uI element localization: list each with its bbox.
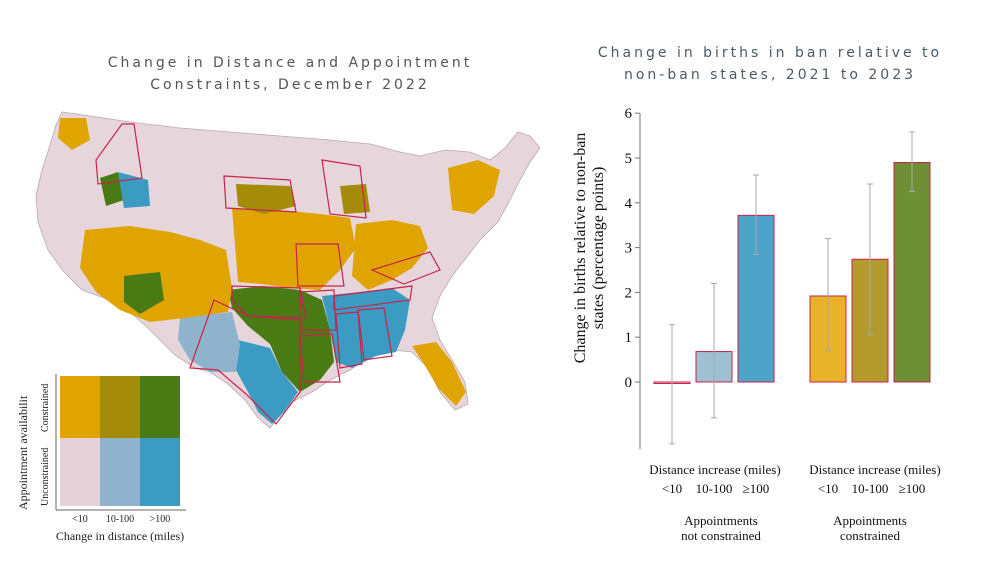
bar-chart: Change in births relative to non-ban sta… — [572, 106, 941, 543]
chart-title-line1: Change in births in ban relative to — [597, 45, 943, 61]
y-tick-label-1: 1 — [625, 330, 633, 346]
y-axis: 0 1 2 3 4 5 6 — [625, 106, 641, 450]
category-label-g1-1: <10 — [662, 481, 682, 496]
bar-g2-3 — [893, 161, 931, 383]
legend-cell-unconstrained-gt100 — [140, 438, 180, 506]
map-regions — [58, 118, 500, 424]
group-labels: Distance increase (miles) Appointments n… — [649, 462, 940, 543]
legend-row-bottom-label: Unconstrained — [40, 448, 51, 506]
y-tick-label-0: 0 — [625, 375, 633, 391]
group2-distance-label: Distance increase (miles) — [809, 462, 940, 477]
region-az-green — [124, 272, 164, 314]
legend-cell-constrained-gt100 — [140, 376, 180, 438]
region-utah-blue — [118, 172, 150, 208]
y-tick-label-5: 5 — [625, 151, 633, 167]
map-title-line2: Constraints, December 2022 — [150, 77, 430, 93]
legend-cell-unconstrained-lt10 — [60, 438, 100, 506]
category-label-g2-3: ≥100 — [899, 481, 926, 496]
y-axis-label-line2: states (percentage points) — [590, 167, 607, 330]
region-plains-yellow — [232, 208, 356, 290]
border-arkansas — [299, 289, 337, 331]
map-title-line1: Change in Distance and Appointment — [107, 55, 473, 71]
group2-appointment-line2: constrained — [840, 528, 900, 543]
map-title: Change in Distance and Appointment Const… — [70, 52, 510, 96]
border-texas — [189, 299, 301, 425]
us-map: Appointment availabilit Constrained Unco… — [16, 111, 541, 543]
border-alabama — [357, 307, 393, 361]
chart-title: Change in births in ban relative to non-… — [560, 42, 980, 86]
border-missouri — [295, 243, 345, 287]
y-tick-label-2: 2 — [625, 285, 633, 301]
border-wisconsin — [321, 159, 367, 219]
chart-title-line2: non-ban states, 2021 to 2023 — [623, 67, 917, 83]
legend-cell-constrained-lt10 — [60, 376, 100, 438]
region-midwest-yellow — [352, 220, 428, 290]
border-tennessee — [333, 285, 413, 311]
border-kentucky-wv — [370, 251, 441, 285]
legend-col-label-1: <10 — [72, 514, 88, 525]
border-south-dakota — [223, 175, 297, 213]
legend-col-label-2: 10-100 — [106, 514, 134, 525]
group1-distance-label: Distance increase (miles) — [649, 462, 780, 477]
category-label-g2-2: 10-100 — [852, 481, 889, 496]
region-utah-green — [100, 172, 124, 206]
group2-appointment-line1: Appointments — [833, 513, 907, 528]
region-southeast-blue — [322, 288, 410, 368]
legend-cell-unconstrained-10-100 — [100, 438, 140, 506]
y-tick-label-4: 4 — [625, 196, 633, 212]
legend-cell-constrained-10-100 — [100, 376, 140, 438]
border-oklahoma — [231, 285, 307, 319]
border-mississippi — [335, 311, 363, 369]
region-texas-blue — [236, 340, 298, 424]
category-label-g1-3: ≥100 — [743, 481, 770, 496]
ban-state-borders — [95, 123, 441, 425]
y-tick-label-3: 3 — [625, 241, 633, 257]
region-south-central-green — [228, 286, 334, 392]
y-tick-label-6: 6 — [625, 106, 633, 122]
legend-x-label: Change in distance (miles) — [56, 529, 184, 543]
group1-appointment-line2: not constrained — [681, 528, 761, 543]
group1-appointment-line1: Appointments — [684, 513, 758, 528]
region-florida-yellow — [412, 342, 466, 406]
border-idaho — [95, 123, 143, 185]
legend-row-top-label: Constrained — [40, 384, 51, 432]
legend-col-label-3: >100 — [150, 514, 171, 525]
region-nw-yellow — [58, 118, 90, 150]
region-mountain-olive — [236, 184, 296, 214]
border-louisiana — [299, 333, 341, 383]
category-label-g2-1: <10 — [818, 481, 838, 496]
region-northeast-yellow — [448, 160, 500, 214]
map-legend: Appointment availabilit Constrained Unco… — [16, 374, 186, 543]
category-label-g1-2: 10-100 — [696, 481, 733, 496]
legend-y-label: Appointment availabilit — [16, 395, 30, 510]
bars: <10 10-100 ≥100 <10 10-100 ≥100 — [653, 131, 931, 496]
y-axis-label-line1: Change in births relative to non-ban — [572, 133, 589, 364]
